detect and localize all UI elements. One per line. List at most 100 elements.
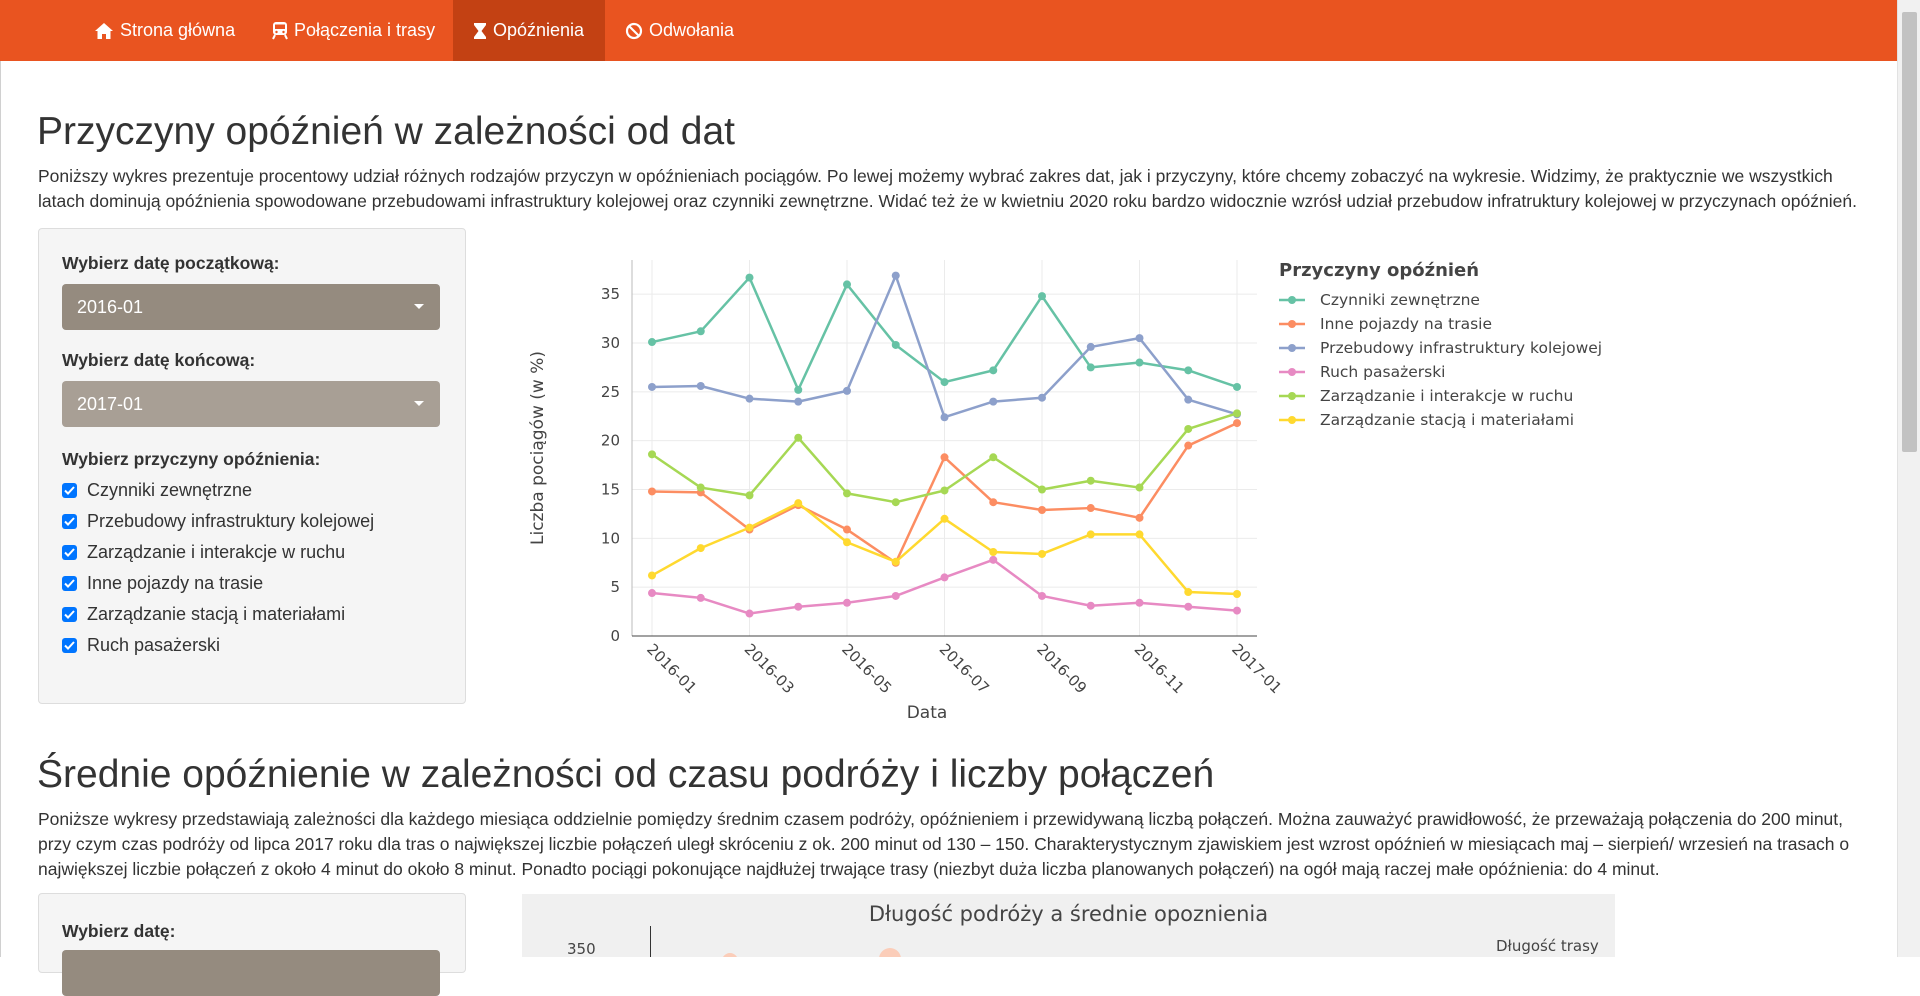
data-point <box>1038 393 1046 402</box>
data-point <box>1184 395 1193 404</box>
nav-cancellations-label: Odwołania <box>649 20 735 40</box>
nav-home[interactable]: Strona główna <box>74 0 255 61</box>
causes-label: Wybierz przyczyny opóźnienia: <box>62 449 321 469</box>
chevron-down-icon <box>414 401 424 406</box>
data-point <box>745 609 754 618</box>
data-point <box>891 271 900 280</box>
x-tick-label: 2016-05 <box>838 640 895 697</box>
end-date-value: 2017-01 <box>77 393 144 414</box>
checkbox-checked[interactable] <box>62 637 77 653</box>
cause-option[interactable]: Zarządzanie stacją i materiałami <box>62 601 345 627</box>
data-point <box>745 273 754 282</box>
chart-legend: Przyczyny opóźnień Czynniki zewnętrzne In… <box>1279 260 1602 429</box>
check-icon <box>64 547 75 557</box>
checkbox-checked[interactable] <box>62 513 77 529</box>
data-point <box>989 555 998 564</box>
y-tick-label: 25 <box>601 383 620 401</box>
data-point <box>1135 513 1144 522</box>
chart2-legend-title: Długość trasy <box>1496 937 1599 955</box>
nav-cancellations[interactable]: Odwołania <box>605 0 754 61</box>
data-point <box>1135 483 1144 492</box>
scrollbar-thumb[interactable] <box>1902 12 1917 452</box>
data-point <box>1135 530 1144 539</box>
data-point <box>696 327 705 336</box>
legend-swatch-marker <box>1288 392 1296 400</box>
data-point <box>989 498 998 507</box>
data-point <box>989 548 998 557</box>
data-point <box>745 394 754 403</box>
data-point <box>696 593 705 602</box>
legend-entry: Zarządzanie stacją i materiałami <box>1320 411 1574 429</box>
data-point <box>696 483 705 492</box>
x-tick-label: 2017-01 <box>1228 640 1285 697</box>
data-point <box>1135 358 1144 367</box>
navbar: Strona główna Połączenia i trasy Opóźnie… <box>0 0 1898 61</box>
legend-entry: Ruch pasażerski <box>1320 363 1445 381</box>
y-tick-label: 35 <box>601 285 620 303</box>
data-point <box>1038 485 1046 494</box>
data-point <box>1086 504 1095 513</box>
checkbox-checked[interactable] <box>62 606 77 622</box>
data-point <box>696 544 705 553</box>
cause-option[interactable]: Inne pojazdy na trasie <box>62 570 263 596</box>
y-tick-label: 20 <box>601 432 620 450</box>
x-tick-label: 2016-11 <box>1131 640 1188 697</box>
cause-option[interactable]: Czynniki zewnętrzne <box>62 477 252 503</box>
y-axis-title: Liczba pociągów (w %) <box>528 351 548 545</box>
cause-label: Inne pojazdy na trasie <box>87 572 264 593</box>
cause-label: Czynniki zewnętrzne <box>87 479 253 500</box>
data-point <box>794 385 803 394</box>
y-tick-label: 30 <box>601 334 620 352</box>
data-point <box>1233 590 1241 599</box>
data-point <box>891 557 900 566</box>
data-point <box>1038 292 1046 301</box>
cause-option[interactable]: Ruch pasażerski <box>62 632 220 658</box>
data-point <box>940 486 949 495</box>
cause-label: Przebudowy infrastruktury kolejowej <box>87 510 375 531</box>
x-tick-label: 2016-09 <box>1033 640 1090 697</box>
nav-home-label: Strona główna <box>120 20 236 40</box>
data-point <box>1086 601 1095 610</box>
checkbox-checked[interactable] <box>62 482 77 498</box>
data-point <box>648 571 656 580</box>
start-date-select[interactable]: 2016-01 <box>62 284 440 330</box>
legend-swatch-marker <box>1288 296 1296 304</box>
data-point <box>794 397 803 406</box>
x-tick-label: 2016-01 <box>643 640 700 697</box>
y-tick-label: 5 <box>610 578 620 596</box>
data-point <box>1038 591 1046 600</box>
y-tick-label: 10 <box>601 529 620 547</box>
cause-option[interactable]: Zarządzanie i interakcje w ruchu <box>62 539 345 565</box>
data-point <box>1233 419 1241 428</box>
legend-swatch-marker <box>1288 416 1296 424</box>
scrollbar[interactable] <box>1897 0 1920 957</box>
cause-option[interactable]: Przebudowy infrastruktury kolejowej <box>62 508 374 534</box>
chart2-y-tick: 350 <box>567 940 596 957</box>
check-icon <box>64 640 75 650</box>
data-point <box>940 378 949 387</box>
data-point <box>1038 549 1046 558</box>
end-date-select[interactable]: 2017-01 <box>62 381 440 427</box>
chevron-down-icon <box>414 304 424 309</box>
nav-delays[interactable]: Opóźnienia <box>453 0 605 61</box>
data-point <box>1184 602 1193 611</box>
data-point <box>940 514 949 523</box>
data-point <box>648 589 656 598</box>
nav-connections[interactable]: Połączenia i trasy <box>252 0 455 61</box>
data-point <box>843 386 851 395</box>
delay-causes-chart[interactable]: 0 5 10 15 20 25 30 35 2016-01 2016-03 2016-05 2016… <box>520 245 1620 725</box>
data-point <box>1086 530 1095 539</box>
checkbox-checked[interactable] <box>62 575 77 591</box>
data-point <box>1086 476 1095 485</box>
data-point <box>1086 363 1095 372</box>
data-point <box>1184 424 1193 433</box>
data-point <box>1233 409 1241 418</box>
y-tick-label: 15 <box>601 481 620 499</box>
legend-entry: Zarządzanie i interakcje w ruchu <box>1320 387 1573 405</box>
data-point <box>843 538 851 547</box>
data-point <box>794 602 803 611</box>
travel-length-chart[interactable]: Długość podróży a średnie opoznienia 350… <box>522 894 1615 957</box>
data-point <box>696 381 705 390</box>
data-point <box>1184 441 1193 450</box>
checkbox-checked[interactable] <box>62 544 77 560</box>
